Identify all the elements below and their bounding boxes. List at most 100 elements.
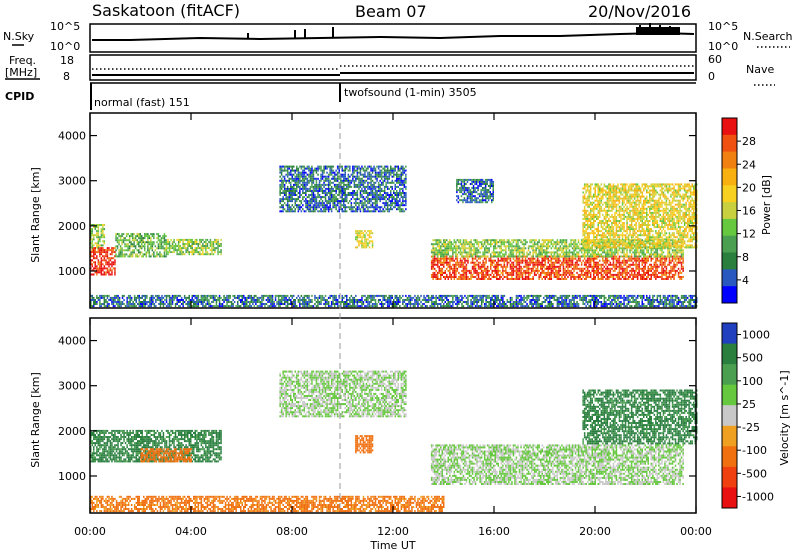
echo-cell bbox=[571, 263, 574, 266]
echo-cell bbox=[474, 191, 476, 194]
echo-cell bbox=[583, 249, 586, 252]
echo-cell bbox=[103, 224, 106, 226]
echo-cell bbox=[374, 187, 377, 190]
echo-cell bbox=[533, 261, 536, 264]
echo-cell bbox=[326, 208, 328, 211]
echo-cell bbox=[112, 251, 115, 254]
echo-cell bbox=[541, 249, 543, 252]
echo-cell bbox=[494, 263, 496, 266]
echo-cell bbox=[679, 261, 681, 264]
echo-cell bbox=[170, 251, 172, 254]
echo-cell bbox=[680, 257, 683, 260]
echo-cell bbox=[555, 269, 557, 272]
echo-cell bbox=[432, 239, 434, 242]
echo-cell bbox=[365, 192, 368, 194]
echo-cell bbox=[430, 273, 433, 276]
echo-cell bbox=[400, 179, 403, 182]
echo-cell bbox=[529, 267, 531, 270]
echo-cell bbox=[358, 204, 360, 207]
echo-cell bbox=[515, 259, 518, 262]
echo-cell bbox=[452, 267, 454, 270]
echo-cell bbox=[623, 249, 625, 252]
echo-cell bbox=[373, 183, 375, 186]
echo-cell bbox=[317, 165, 319, 168]
echo-cell bbox=[511, 267, 513, 270]
echo-cell bbox=[506, 241, 509, 244]
echo-cell bbox=[465, 273, 468, 276]
echo-cell bbox=[536, 241, 539, 244]
echo-cell bbox=[383, 192, 386, 194]
echo-cell bbox=[567, 255, 569, 258]
echo-cell bbox=[536, 243, 539, 246]
echo-cell bbox=[361, 244, 363, 247]
echo-cell bbox=[599, 243, 601, 246]
echo-cell bbox=[490, 278, 492, 280]
echo-cell bbox=[311, 198, 313, 201]
echo-cell bbox=[523, 251, 525, 254]
echo-cell bbox=[655, 251, 657, 254]
echo-cell bbox=[211, 251, 213, 254]
echo-cell bbox=[303, 185, 306, 188]
echo-cell bbox=[326, 179, 328, 182]
echo-cell bbox=[586, 271, 589, 274]
echo-cell bbox=[196, 243, 198, 245]
echo-cell bbox=[312, 196, 315, 199]
echo-cell bbox=[299, 165, 301, 168]
echo-cell bbox=[144, 247, 146, 250]
echo-cell bbox=[556, 273, 559, 276]
echo-cell bbox=[605, 251, 607, 254]
echo-cell bbox=[649, 241, 651, 244]
echo-cell bbox=[580, 267, 583, 270]
echo-cell bbox=[470, 273, 472, 276]
echo-cell bbox=[609, 263, 612, 266]
echo-cell bbox=[473, 261, 475, 264]
echo-cell bbox=[209, 243, 212, 245]
echo-cell bbox=[605, 278, 607, 280]
echo-cell bbox=[556, 243, 559, 246]
echo-cell bbox=[100, 265, 103, 268]
echo-cell bbox=[518, 255, 521, 258]
echo-cell bbox=[285, 192, 287, 194]
echo-cell bbox=[668, 251, 671, 254]
echo-cell bbox=[505, 247, 507, 250]
echo-cell bbox=[441, 251, 443, 254]
echo-cell bbox=[526, 241, 528, 244]
echo-cell bbox=[474, 189, 476, 192]
echo-cell bbox=[441, 261, 443, 264]
echo-cell bbox=[677, 255, 680, 258]
echo-cell bbox=[460, 187, 463, 189]
echo-cell bbox=[670, 269, 672, 272]
echo-cell bbox=[682, 253, 684, 256]
echo-cell bbox=[447, 253, 449, 256]
echo-cell bbox=[583, 238, 586, 241]
echo-cell bbox=[341, 192, 343, 194]
echo-cell bbox=[470, 239, 472, 242]
echo-cell bbox=[639, 267, 642, 270]
echo-cell bbox=[290, 181, 292, 184]
echo-cell bbox=[430, 243, 433, 246]
echo-cell bbox=[326, 206, 328, 209]
echo-cell bbox=[643, 261, 645, 264]
echo-cell bbox=[377, 196, 380, 199]
echo-cell bbox=[488, 276, 490, 278]
echo-cell bbox=[602, 249, 604, 252]
echo-cell bbox=[520, 255, 522, 258]
echo-cell bbox=[400, 187, 403, 190]
echo-cell bbox=[373, 194, 375, 196]
echo-cell bbox=[585, 215, 587, 218]
echo-cell bbox=[559, 273, 562, 276]
echo-cell bbox=[472, 195, 475, 198]
echo-cell bbox=[324, 190, 327, 192]
echo-cell bbox=[576, 247, 578, 250]
echo-cell bbox=[362, 179, 365, 182]
echo-cell bbox=[676, 269, 678, 272]
echo-cell bbox=[478, 183, 481, 185]
echo-cell bbox=[296, 187, 298, 190]
echo-cell bbox=[462, 178, 464, 181]
echo-cell bbox=[362, 185, 365, 188]
echo-cell bbox=[136, 255, 138, 258]
echo-cell bbox=[582, 269, 584, 272]
echo-cell bbox=[462, 201, 464, 204]
echo-cell bbox=[353, 210, 356, 213]
echo-cell bbox=[530, 259, 533, 262]
